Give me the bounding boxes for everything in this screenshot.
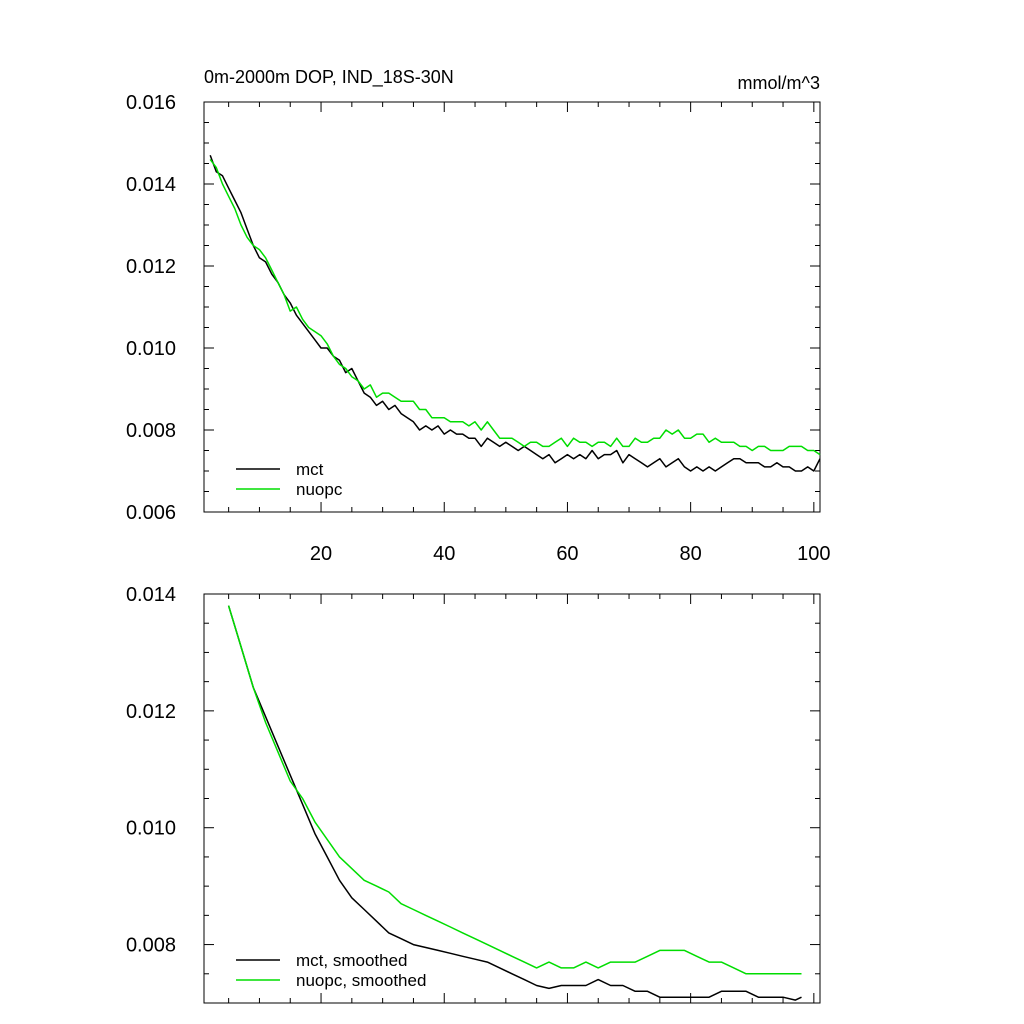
y-tick-label: 0.008 xyxy=(126,420,176,442)
y-tick-label: 0.016 xyxy=(126,92,176,114)
y-tick-label: 0.010 xyxy=(126,818,176,840)
series-line-nuopc-smoothed xyxy=(227,605,802,975)
x-tick-label: 40 xyxy=(433,543,455,565)
y-tick-label: 0.014 xyxy=(126,174,176,196)
bottom-panel: 0.008 0.010 0.012 0.014 mct, smoothednuopc, … xyxy=(126,584,821,1004)
y-tick-label: 0.008 xyxy=(126,935,176,957)
legend-label: nuopc xyxy=(296,480,343,499)
plot-frame xyxy=(203,593,821,1004)
chart-title: 0m-2000m DOP, IND_18S-30N xyxy=(204,67,454,88)
x-tick-label: 100 xyxy=(797,543,830,565)
top-panel: 20 40 60 80 100 0.006 0.008 0.010 0.012 0.014 0.01… xyxy=(126,67,831,565)
y-tick-label: 0.010 xyxy=(126,338,176,360)
x-tick-label: 80 xyxy=(680,543,702,565)
legend-label: nuopc, smoothed xyxy=(296,971,426,990)
y-tick-label: 0.006 xyxy=(126,502,176,524)
x-tick-label: 60 xyxy=(556,543,578,565)
series-line-mct-smoothed xyxy=(227,605,802,1001)
y-tick-label: 0.014 xyxy=(126,584,176,606)
y-tick-label: 0.012 xyxy=(126,701,176,723)
series-line-mct xyxy=(209,155,821,472)
legend-label: mct xyxy=(296,460,324,479)
y-tick-label: 0.012 xyxy=(126,256,176,278)
series-line-nuopc xyxy=(209,158,821,456)
legend-label: mct, smoothed xyxy=(296,951,408,970)
units-label: mmol/m^3 xyxy=(738,73,820,93)
x-tick-label: 20 xyxy=(310,543,332,565)
